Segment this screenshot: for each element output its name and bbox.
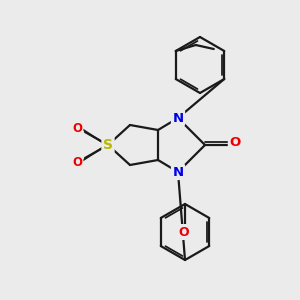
Text: O: O [179,226,189,238]
Text: O: O [230,136,241,149]
Text: O: O [72,155,82,169]
Text: O: O [72,122,82,134]
Text: N: N [172,166,184,178]
Text: N: N [172,112,184,124]
Text: S: S [103,138,113,152]
